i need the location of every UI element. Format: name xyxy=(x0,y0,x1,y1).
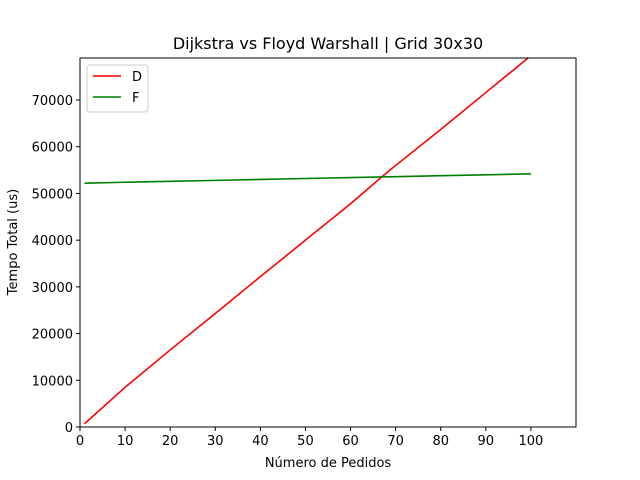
y-tick-label: 20000 xyxy=(32,328,73,343)
x-tick-label: 20 xyxy=(162,434,179,449)
legend-label-F: F xyxy=(132,91,139,106)
x-tick-label: 60 xyxy=(342,434,359,449)
y-tick-label: 40000 xyxy=(32,234,73,249)
x-tick-label: 80 xyxy=(432,434,449,449)
x-tick-label: 0 xyxy=(76,434,84,449)
x-axis-label: Número de Pedidos xyxy=(265,456,392,471)
series-line-D xyxy=(83,58,530,425)
x-tick-label: 100 xyxy=(518,434,543,449)
y-axis-label: Tempo Total (us) xyxy=(6,189,21,296)
y-tick-label: 50000 xyxy=(32,187,73,202)
y-axis: 0 10000 20000 30000 40000 50000 60000 70000 xyxy=(32,94,80,436)
series-line-F xyxy=(84,173,531,184)
x-tick-label: 50 xyxy=(297,434,314,449)
chart-title: Dijkstra vs Floyd Warshall | Grid 30x30 xyxy=(173,34,483,53)
x-tick-label: 30 xyxy=(207,434,224,449)
y-tick-label: 60000 xyxy=(32,141,73,156)
plot-frame xyxy=(79,57,577,428)
x-tick-label: 10 xyxy=(117,434,134,449)
y-tick-label: 10000 xyxy=(32,374,73,389)
x-axis: 0 10 20 30 40 50 60 70 80 90 100 xyxy=(76,427,543,449)
y-tick-label: 30000 xyxy=(32,281,73,296)
series-layer xyxy=(83,58,531,425)
x-tick-label: 40 xyxy=(252,434,269,449)
legend: DF xyxy=(86,64,149,113)
plot-area xyxy=(79,57,577,428)
y-tick-label: 0 xyxy=(65,421,73,436)
legend-label-D: D xyxy=(132,70,142,85)
y-tick-label: 70000 xyxy=(32,94,73,109)
x-tick-label: 70 xyxy=(387,434,404,449)
x-tick-label: 90 xyxy=(478,434,495,449)
